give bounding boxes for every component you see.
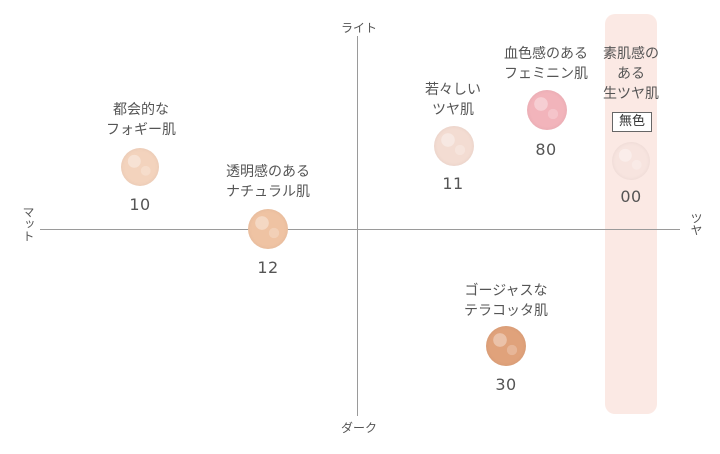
swatch-80 [527, 90, 567, 130]
swatch-12 [248, 209, 288, 249]
title-line: フォギー肌 [106, 122, 176, 138]
title-line: フェミニン肌 [504, 66, 588, 82]
title-line: ナチュラル肌 [226, 184, 310, 200]
shade-code-10: 10 [129, 195, 151, 214]
title-line: ある [617, 66, 645, 82]
shade-code-00: 00 [620, 187, 642, 206]
item-title-11: 若々しい ツヤ肌 [425, 80, 481, 120]
title-line: 都会的な [113, 102, 169, 118]
axis-label-top: ライト [341, 21, 378, 35]
highlight-column [605, 14, 657, 414]
colorless-badge: 無色 [612, 112, 652, 132]
axis-label-bottom: ダーク [341, 421, 378, 435]
item-title-10: 都会的な フォギー肌 [106, 100, 176, 140]
swatch-11 [434, 126, 474, 166]
title-line: 透明感のある [226, 164, 310, 180]
title-line: 生ツヤ肌 [603, 86, 659, 102]
title-line: 若々しい [425, 82, 481, 98]
shade-code-80: 80 [535, 140, 557, 159]
shade-code-12: 12 [257, 258, 279, 277]
shade-code-30: 30 [495, 375, 517, 394]
item-title-00: 素肌感の ある 生ツヤ肌 [603, 44, 659, 104]
title-line: テラコッタ肌 [464, 303, 548, 319]
title-line: 血色感のある [504, 46, 588, 62]
item-title-30: ゴージャスな テラコッタ肌 [464, 281, 548, 321]
title-line: ツヤ肌 [432, 102, 474, 118]
vertical-axis [357, 36, 358, 416]
axis-label-right: ツヤ [689, 212, 703, 236]
swatch-10 [121, 148, 159, 186]
axis-label-left: マット [21, 206, 35, 242]
horizontal-axis [40, 229, 680, 230]
swatch-30 [486, 326, 526, 366]
item-title-80: 血色感のある フェミニン肌 [504, 44, 588, 84]
shade-code-11: 11 [442, 174, 464, 193]
title-line: 素肌感の [603, 46, 659, 62]
title-line: ゴージャスな [464, 283, 548, 299]
swatch-00 [612, 142, 650, 180]
item-title-12: 透明感のある ナチュラル肌 [226, 162, 310, 202]
